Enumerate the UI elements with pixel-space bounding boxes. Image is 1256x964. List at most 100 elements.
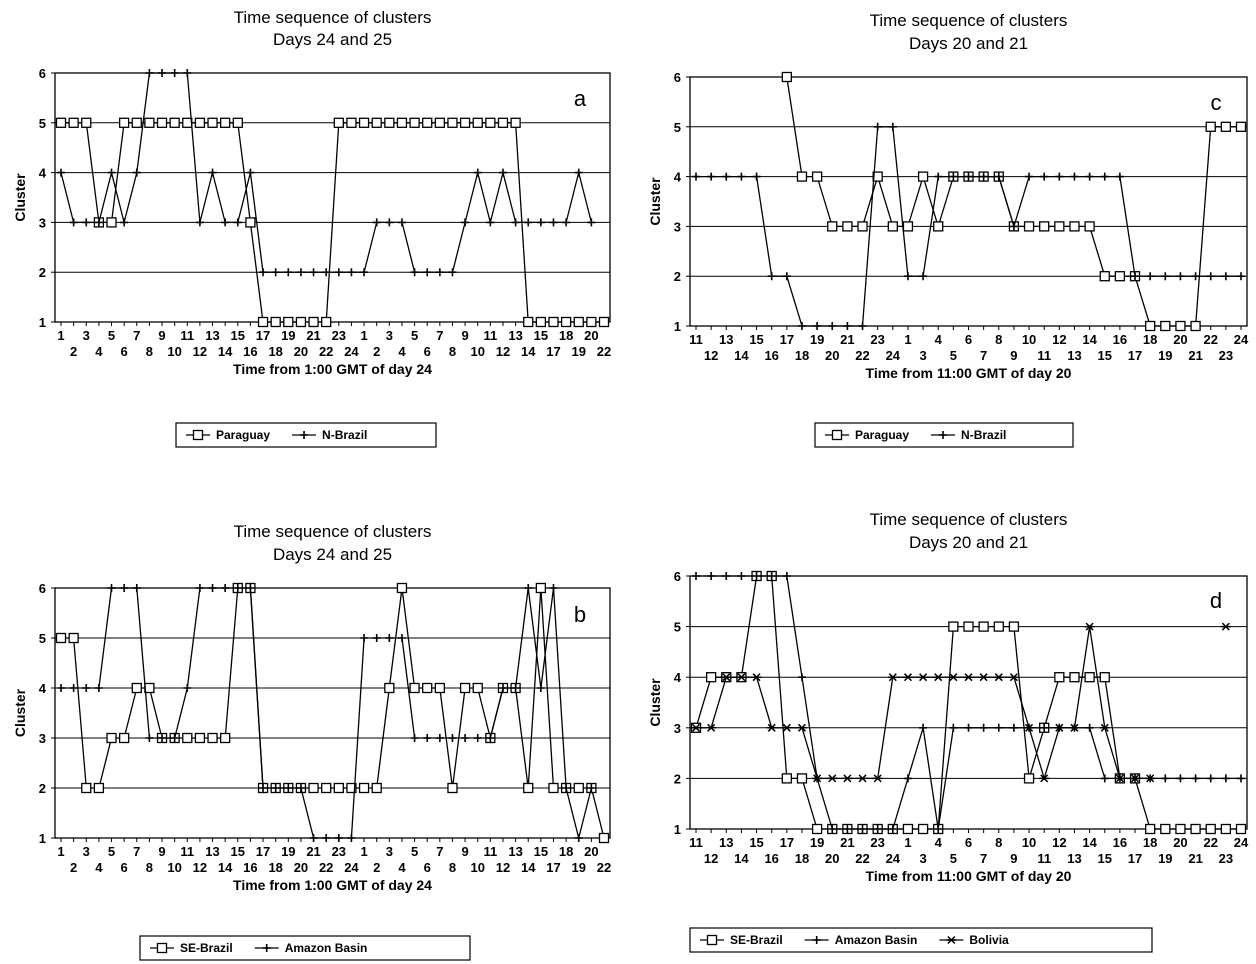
data-point [1100, 172, 1109, 181]
data-point [1175, 320, 1186, 332]
data-point [208, 168, 217, 177]
legend: Paraguay N-Brazil [814, 422, 1074, 448]
data-point [549, 218, 558, 227]
x-tick-label: 23 [1219, 851, 1233, 866]
data-point [1235, 823, 1247, 835]
legend-box [139, 935, 471, 961]
data-point [1039, 221, 1050, 232]
data-point [1070, 172, 1079, 181]
data-point [782, 572, 791, 580]
data-point [384, 682, 395, 694]
data-point [107, 584, 116, 592]
x-tick-label: 20 [825, 348, 839, 363]
data-point [1161, 272, 1170, 281]
y-tick-label: 3 [39, 731, 46, 746]
x-tick-label: 21 [1188, 348, 1202, 363]
data-point [979, 172, 988, 181]
data-point [233, 584, 242, 592]
data-point [284, 784, 293, 792]
x-tick-label: 19 [281, 844, 295, 859]
data-point [257, 316, 269, 328]
data-point [888, 122, 897, 131]
data-point [918, 673, 929, 682]
x-tick-label: 13 [1067, 348, 1081, 363]
data-point [120, 218, 129, 227]
x-tick-label: 6 [121, 344, 128, 359]
series-amazon-basin [57, 584, 596, 842]
data-point [473, 734, 482, 742]
data-point [752, 172, 761, 181]
data-point [797, 673, 806, 682]
x-tick-label: 7 [980, 348, 987, 363]
x-tick-label: 9 [1010, 851, 1017, 866]
x-tick-label: 3 [83, 328, 90, 343]
data-point [548, 782, 559, 794]
data-point [1146, 272, 1155, 281]
x-tick-label: 9 [461, 844, 468, 859]
x-tick-label: 21 [840, 332, 854, 347]
data-point [57, 168, 65, 177]
y-tick-label: 1 [39, 831, 46, 846]
x-tick-label: 22 [855, 348, 869, 363]
data-point [796, 171, 808, 182]
data-point [473, 168, 482, 177]
legend: SE-Brazil Amazon Basin Bolivia [689, 927, 1153, 953]
x-tick-label: 10 [1022, 835, 1036, 850]
x-tick-label: 15 [749, 835, 763, 850]
y-tick-label: 6 [39, 581, 46, 596]
data-point [782, 272, 791, 281]
data-point [461, 218, 470, 227]
data-point [1040, 723, 1049, 732]
legend: SE-Brazil Amazon Basin [139, 935, 471, 961]
legend-marker [262, 944, 271, 952]
y-tick-label: 6 [674, 569, 681, 584]
data-point [485, 117, 496, 128]
plot-frame [689, 76, 1248, 327]
x-tick-label: 12 [193, 860, 207, 875]
data-point [461, 734, 470, 742]
x-tick-label: 7 [436, 328, 443, 343]
data-point [1235, 121, 1247, 132]
x-tick-label: 13 [508, 328, 522, 343]
data-point [1205, 121, 1216, 132]
x-tick-label: 24 [1234, 835, 1249, 850]
x-tick-label: 20 [825, 851, 839, 866]
x-tick-label: 14 [734, 851, 749, 866]
data-point [1099, 672, 1110, 683]
legend-marker [831, 429, 843, 441]
data-point [81, 782, 92, 794]
data-point [933, 673, 944, 682]
data-point [1024, 723, 1035, 732]
data-point [183, 69, 192, 77]
y-axis-label: Cluster [12, 173, 28, 222]
x-tick-label: 12 [496, 860, 510, 875]
x-tick-label: 22 [597, 344, 611, 359]
x-tick-label: 11 [483, 844, 497, 859]
data-point [271, 268, 280, 277]
x-tick-label: 11 [483, 328, 497, 343]
data-point [1008, 621, 1020, 632]
data-point [131, 682, 142, 694]
y-tick-label: 6 [674, 70, 681, 85]
x-tick-label: 20 [584, 844, 598, 859]
data-point [271, 784, 280, 792]
data-point [536, 218, 545, 227]
y-tick-label: 5 [39, 631, 46, 646]
y-tick-label: 4 [674, 670, 682, 685]
x-tick-label: 20 [584, 328, 598, 343]
data-point [573, 316, 584, 328]
x-tick-label: 13 [1067, 851, 1081, 866]
x-tick-label: 10 [470, 344, 484, 359]
data-point [993, 673, 1004, 682]
data-point [524, 218, 533, 227]
data-point [978, 673, 989, 682]
x-tick-label: 19 [1158, 851, 1172, 866]
data-point [872, 774, 883, 783]
series-line [696, 575, 1241, 830]
data-point [766, 723, 777, 732]
x-axis-label: Time from 11:00 GMT of day 20 [866, 365, 1072, 381]
x-tick-label: 7 [980, 851, 987, 866]
x-tick-label: 12 [193, 344, 207, 359]
data-point [182, 117, 193, 128]
data-point [423, 734, 432, 742]
